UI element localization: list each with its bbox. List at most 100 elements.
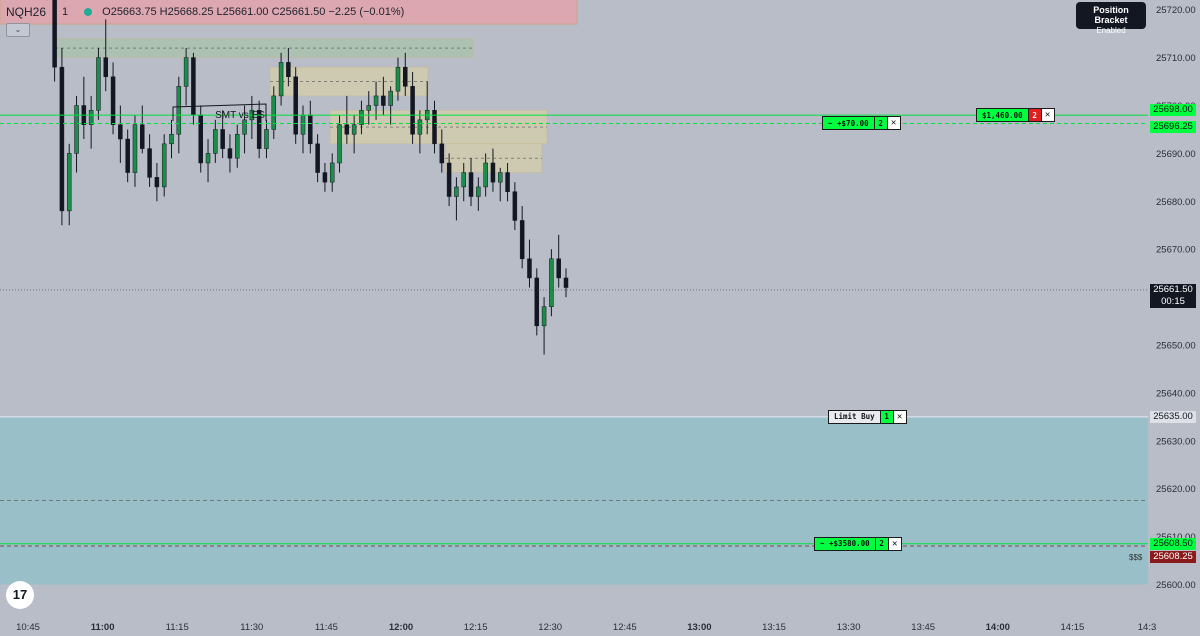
ohlc-values: O25663.75 H25668.25 L25661.00 C25661.50 … (102, 6, 405, 18)
price-tag: 25698.00 (1150, 104, 1196, 117)
symbol-header: NQH26 1 O25663.75 H25668.25 L25661.00 C2… (6, 5, 404, 19)
price-tick: 25720.00 (1156, 5, 1196, 16)
market-status-icon (84, 8, 93, 16)
time-tick: 11:45 (315, 622, 338, 633)
price-tick: 25690.00 (1156, 149, 1196, 160)
candle-body (534, 277, 540, 327)
candle-body (52, 0, 57, 68)
candle-body (205, 153, 211, 164)
candle-body (293, 76, 298, 135)
take-profit-order-2[interactable]: ~ +$3580.00 2 ✕ (814, 536, 902, 551)
close-icon[interactable]: ✕ (888, 536, 902, 551)
candle-body (410, 86, 415, 135)
close-icon[interactable]: ✕ (893, 409, 907, 424)
price-tick: 25630.00 (1156, 436, 1196, 447)
candle-body (315, 143, 320, 173)
candle-body (322, 172, 328, 183)
candle-body (549, 258, 554, 307)
price-tag: 25635.00 (1150, 410, 1196, 423)
order-label[interactable]: ~ +$3580.00 (814, 536, 876, 551)
candle-body (227, 148, 233, 159)
candle-body (132, 124, 138, 173)
symbol-name[interactable]: NQH26 (6, 5, 47, 19)
candle-body (505, 172, 510, 192)
position-bracket-toggle[interactable]: Position Bracket Enabled (1076, 2, 1146, 35)
time-tick: 13:15 (762, 622, 786, 633)
candle-body (461, 172, 466, 188)
candle-body (264, 129, 269, 149)
time-tick: 13:45 (911, 622, 935, 633)
tradingview-logo[interactable]: 17 (6, 581, 34, 609)
price-tag: 25608.25 (1150, 550, 1196, 563)
supply-zone (0, 0, 578, 25)
order-label[interactable]: ~ +$70.00 (822, 116, 875, 131)
candle-body (446, 162, 452, 197)
time-tick: 12:00 (389, 622, 413, 633)
candle-body (235, 133, 240, 159)
price-axis[interactable]: 25600.00 25610.00 25620.00 25630.00 25640.00… (1156, 0, 1196, 591)
price-tag: 25661.50 (1150, 283, 1196, 296)
candle-body (176, 86, 182, 135)
time-tick: 11:30 (240, 622, 263, 633)
price-tag: 00:15 (1150, 295, 1196, 308)
time-tick: 13:00 (687, 622, 711, 633)
order-qty[interactable]: 2 (874, 116, 888, 131)
time-axis[interactable]: 10:45 11:00 11:15 11:30 11:45 12:00 12:15 12:30… (16, 622, 1156, 633)
candle-body (373, 95, 379, 106)
collapse-legend-button[interactable]: ⌄ (6, 23, 30, 37)
candle-body (147, 148, 152, 178)
candle-body (213, 129, 218, 154)
take-profit-order-1[interactable]: ~ +$70.00 2 ✕ (822, 116, 901, 131)
candle-body (563, 277, 569, 288)
candle-body (468, 172, 474, 197)
candle-body (183, 57, 189, 87)
candle-body (351, 124, 357, 135)
time-tick: 12:30 (538, 622, 562, 633)
limit-buy-order[interactable]: Limit Buy 1 ✕ (828, 409, 907, 424)
smt-annotation[interactable]: SMT vs ES (172, 103, 267, 121)
order-label[interactable]: Limit Buy (828, 409, 881, 424)
liquidity-label: $$$ (1129, 553, 1143, 562)
close-icon[interactable]: ✕ (1041, 108, 1055, 123)
candle-body (366, 105, 371, 111)
candle-body (140, 124, 145, 149)
order-label[interactable]: $1,460.00 (976, 108, 1029, 123)
candle-body (439, 143, 445, 164)
candle-body (220, 129, 225, 149)
time-tick: 13:30 (837, 622, 861, 633)
price-tick: 25710.00 (1156, 53, 1196, 64)
price-tag: 25608.50 (1150, 537, 1196, 550)
price-tick: 25620.00 (1156, 484, 1196, 495)
price-tag: 25696.25 (1150, 121, 1196, 134)
candle-body (161, 143, 167, 188)
price-tick: 25680.00 (1156, 197, 1196, 208)
candle-body (388, 90, 393, 106)
candle-body (527, 258, 532, 279)
position-bracket-status: Enabled (1096, 26, 1126, 35)
candle-body (417, 119, 423, 135)
position-order[interactable]: $1,460.00 2 ✕ (976, 108, 1055, 123)
time-tick: 14:00 (986, 622, 1010, 633)
order-qty[interactable]: 2 (1028, 108, 1042, 123)
time-tick: 11:15 (166, 622, 189, 633)
candle-body (96, 57, 101, 111)
candle-body (125, 138, 130, 173)
close-icon[interactable]: ✕ (887, 116, 901, 131)
candle-body (454, 186, 459, 197)
interval-label[interactable]: 1 (62, 6, 69, 18)
position-bracket-title: Position Bracket (1093, 5, 1129, 25)
candle-body (359, 110, 364, 125)
candle-body (476, 186, 481, 197)
annotation-text: SMT vs ES (215, 110, 265, 121)
candle-body (337, 124, 342, 164)
order-qty[interactable]: 1 (880, 409, 894, 424)
candles-layer[interactable] (38, 0, 569, 355)
candle-body (512, 191, 518, 221)
candle-body (271, 95, 277, 130)
order-qty[interactable]: 2 (875, 536, 889, 551)
candle-body (490, 162, 496, 183)
candle-body (59, 66, 65, 212)
candle-body (541, 306, 547, 327)
candle-body (286, 62, 291, 78)
